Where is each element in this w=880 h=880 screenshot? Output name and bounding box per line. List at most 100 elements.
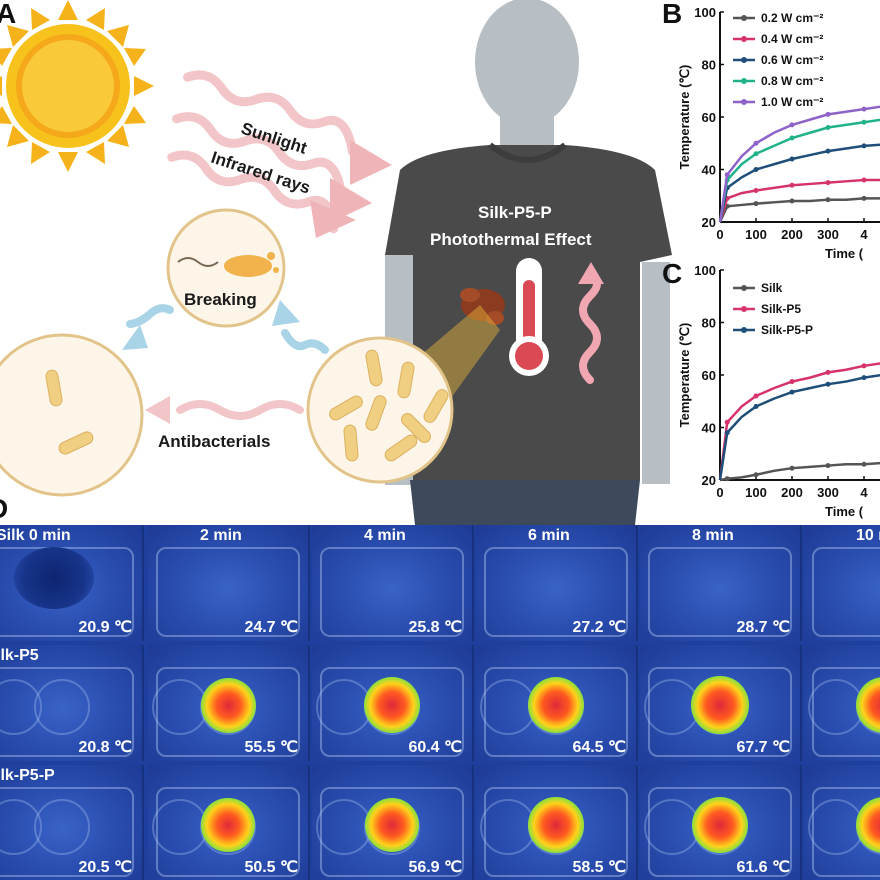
temperature-label: 27.2 ℃ xyxy=(572,619,626,636)
series-line xyxy=(718,118,880,223)
data-point xyxy=(789,156,795,162)
time-label: 4 min xyxy=(364,527,406,544)
data-point xyxy=(789,182,795,188)
thermometer-icon xyxy=(509,258,549,376)
x-tick-label: 100 xyxy=(745,485,767,500)
data-point xyxy=(789,198,795,204)
thermal-cell: 24.7 ℃ 2 min xyxy=(148,525,310,641)
panel-letter-b: B xyxy=(662,0,683,29)
stain-icon xyxy=(460,288,505,325)
temperature-label: 67.7 ℃ xyxy=(736,739,790,756)
panel-letter-d: D xyxy=(0,493,8,525)
y-tick-label: 100 xyxy=(694,263,716,278)
data-point xyxy=(825,381,831,387)
legend-label: 0.4 W cm⁻² xyxy=(761,32,823,46)
data-point xyxy=(825,197,831,203)
y-tick-label: 60 xyxy=(702,110,716,125)
time-label: 6 min xyxy=(528,527,570,544)
temperature-label: 28.7 ℃ xyxy=(736,619,790,636)
data-point xyxy=(825,111,831,117)
panel-letter-c: C xyxy=(662,258,683,289)
data-point xyxy=(861,195,867,201)
time-label: 2 min xyxy=(200,527,242,544)
thermal-cell: 10 m xyxy=(804,525,880,641)
data-point xyxy=(789,122,795,128)
thermal-cell: 28.7 ℃ 8 min xyxy=(640,525,802,641)
material-label: Silk-P5-P xyxy=(478,203,552,222)
data-point xyxy=(861,177,867,183)
data-point xyxy=(724,476,730,482)
panel-letter-a: A xyxy=(0,0,17,29)
hot-spot xyxy=(363,676,421,734)
data-point xyxy=(825,463,831,469)
legend-label: 0.8 W cm⁻² xyxy=(761,74,823,88)
time-label: 8 min xyxy=(692,527,734,544)
data-point xyxy=(724,419,730,425)
hot-spot xyxy=(528,797,584,853)
series-line xyxy=(719,461,880,482)
bacteria-few-circle xyxy=(0,333,144,497)
x-tick-label: 4 xyxy=(860,227,868,242)
x-tick-label: 300 xyxy=(817,227,839,242)
temperature-label: 20.8 ℃ xyxy=(78,739,132,756)
temperature-label: 20.5 ℃ xyxy=(78,859,132,876)
data-point xyxy=(861,363,867,369)
effect-label: Photothermal Effect xyxy=(430,230,592,249)
data-point xyxy=(753,201,759,207)
data-point xyxy=(753,140,759,146)
hot-spot xyxy=(691,676,749,734)
thermal-cell: 55.5 ℃ xyxy=(148,645,310,761)
y-tick-label: 20 xyxy=(702,215,716,230)
series-line xyxy=(718,362,880,481)
data-point xyxy=(753,404,759,409)
data-point xyxy=(789,379,795,385)
chart-c: 20 40 60 80 100 0 100 200 300 4 Time (Temperature … xyxy=(677,263,880,519)
data-point xyxy=(753,167,759,172)
data-point xyxy=(861,375,867,381)
hot-spot xyxy=(200,677,256,733)
time-label: 10 m xyxy=(856,527,880,544)
x-axis-label: Time ( xyxy=(825,246,864,261)
legend-label: 1.0 W cm⁻² xyxy=(761,95,823,109)
thermal-cell xyxy=(804,765,880,880)
data-point xyxy=(861,106,867,112)
sun-icon xyxy=(0,0,154,172)
data-point xyxy=(724,430,730,436)
temperature-label: 24.7 ℃ xyxy=(244,619,298,636)
x-axis-label: Time ( xyxy=(825,504,864,519)
y-tick-label: 100 xyxy=(694,5,716,20)
temperature-label: 61.6 ℃ xyxy=(736,859,790,876)
legend-label: Silk-P5 xyxy=(761,302,801,316)
thermal-cell: 20.9 ℃ Silk 0 min xyxy=(0,525,144,641)
y-tick-label: 40 xyxy=(702,163,716,178)
data-point xyxy=(753,151,759,157)
thermal-image-grid: 20.9 ℃ Silk 0 min 24.7 ℃ 2 min 25.8 ℃ 4 min 27… xyxy=(0,525,880,880)
thermal-cell: 58.5 ℃ xyxy=(476,765,638,880)
data-point xyxy=(861,119,867,125)
x-tick-label: 0 xyxy=(716,485,723,500)
data-point xyxy=(789,389,795,395)
y-tick-label: 60 xyxy=(702,368,716,383)
schematic: Sunlight Infrared rays Silk-P5-P Phototh… xyxy=(0,0,672,525)
data-point xyxy=(789,135,795,141)
row-label: ilk-P5-P xyxy=(0,767,55,784)
bacteria-many-circle xyxy=(306,336,454,484)
y-axis-label: Temperature (℃) xyxy=(677,65,692,170)
data-point xyxy=(825,148,831,154)
hot-spot xyxy=(691,796,749,854)
hot-spot xyxy=(201,798,255,852)
data-point xyxy=(789,465,795,471)
data-point xyxy=(753,393,759,399)
x-tick-label: 300 xyxy=(817,485,839,500)
series-line xyxy=(718,374,880,481)
hot-spot xyxy=(364,797,420,853)
legend-label: 0.2 W cm⁻² xyxy=(761,11,823,25)
x-tick-label: 0 xyxy=(716,227,723,242)
temperature-label: 50.5 ℃ xyxy=(244,859,298,876)
row-label: ilk-P5 xyxy=(0,647,39,664)
y-tick-label: 20 xyxy=(702,473,716,488)
data-point xyxy=(825,180,831,186)
bacteria-breaking-circle xyxy=(166,208,286,328)
data-point xyxy=(724,172,730,178)
temperature-label: 25.8 ℃ xyxy=(408,619,462,636)
